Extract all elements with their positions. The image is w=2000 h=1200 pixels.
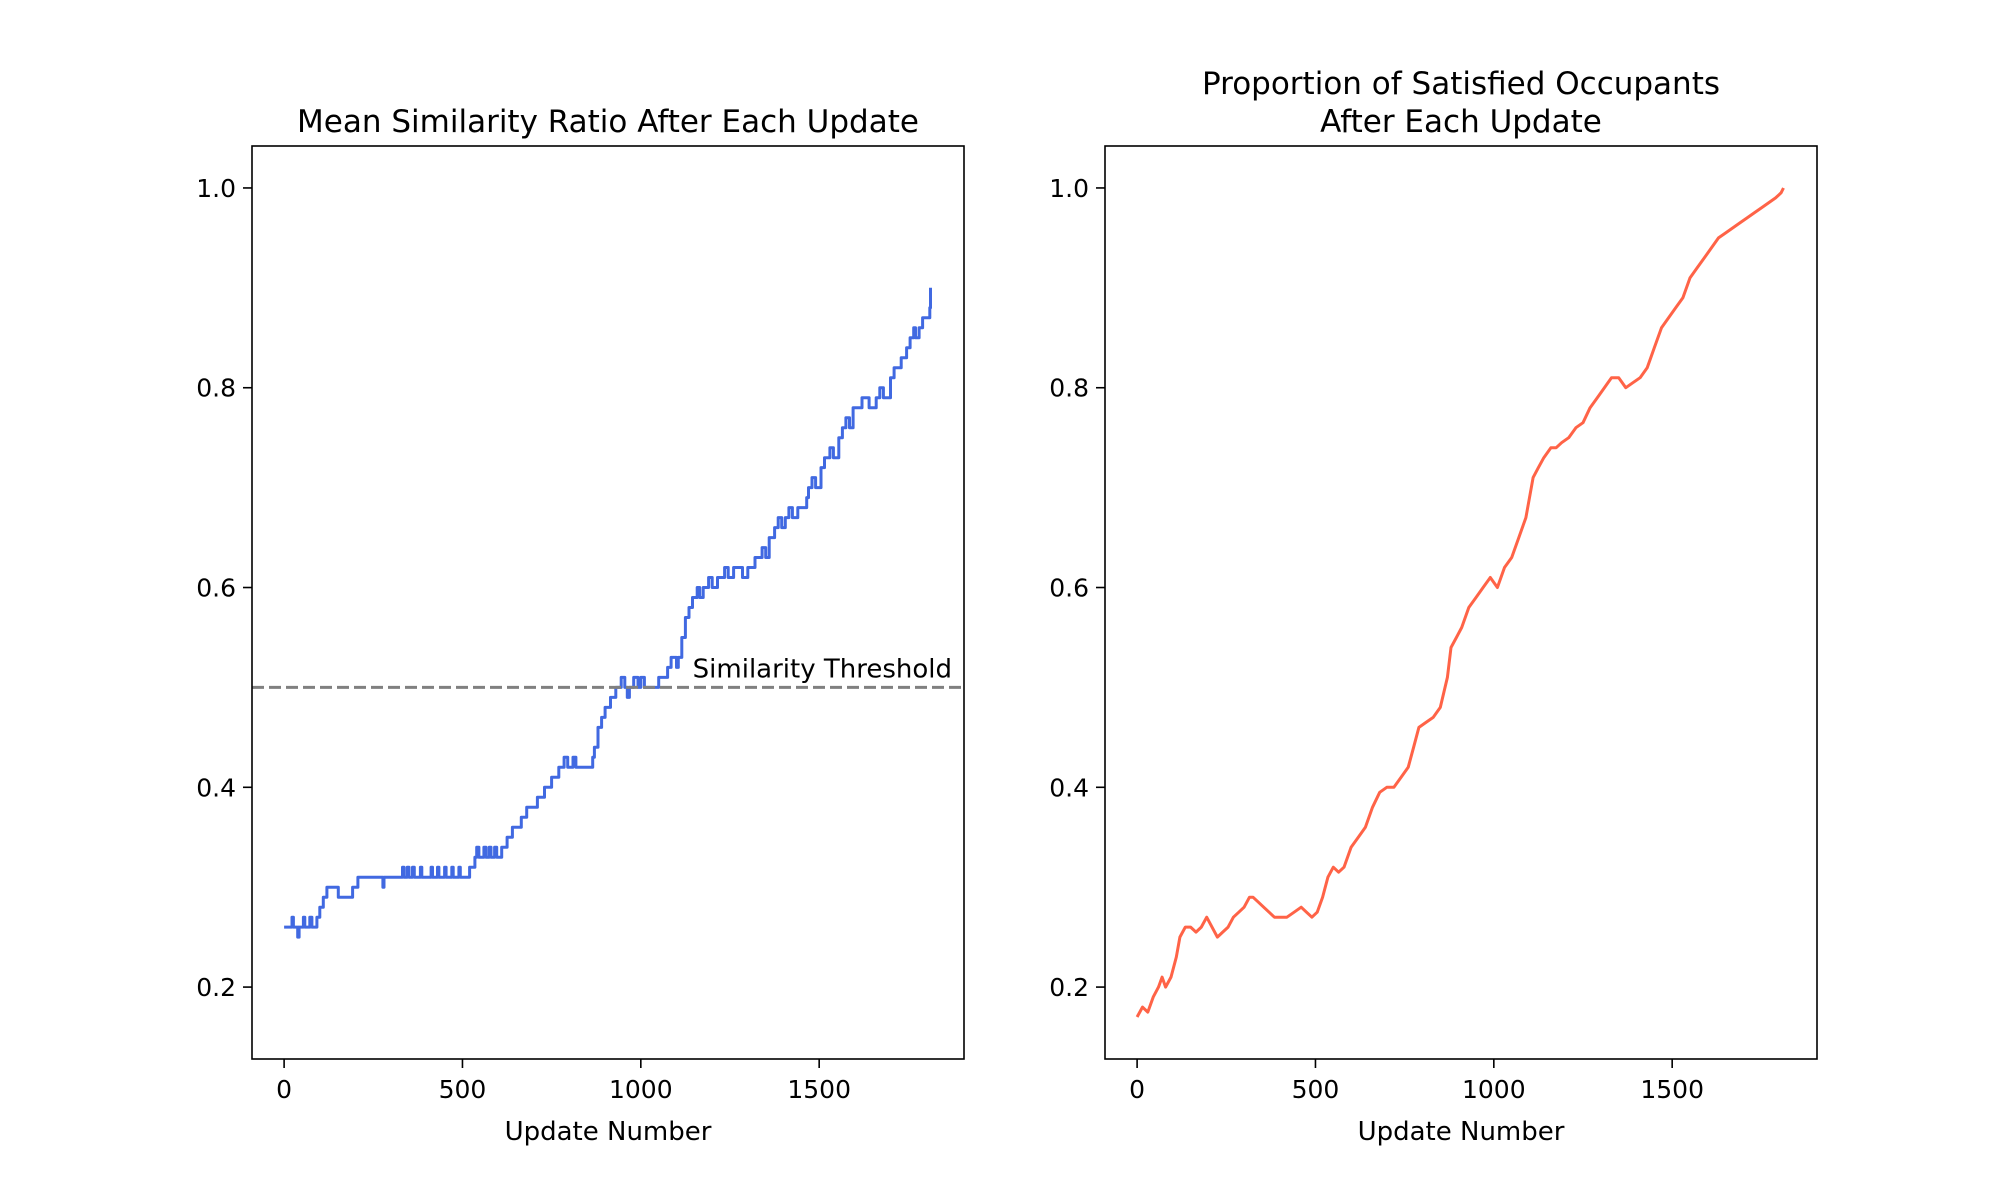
y-tick-label: 0.2 <box>196 973 236 1002</box>
y-tick-label: 0.6 <box>196 574 236 603</box>
x-tick-label: 1500 <box>787 1075 851 1104</box>
y-tick-label: 0.4 <box>196 773 236 802</box>
y-tick-label: 0.2 <box>1049 973 1089 1002</box>
y-tick-label: 0.8 <box>1049 374 1089 403</box>
chart-title: After Each Update <box>1320 104 1602 140</box>
chart-panel-1: Mean Similarity Ratio After Each Update S… <box>196 104 965 1147</box>
x-tick-label: 0 <box>276 1075 292 1104</box>
x-axis-label: Update Number <box>505 1117 712 1147</box>
x-axis-label: Update Number <box>1358 1117 1565 1147</box>
x-tick-label: 500 <box>439 1075 487 1104</box>
x-tick-label: 1000 <box>1462 1075 1526 1104</box>
x-tick-label: 500 <box>1292 1075 1340 1104</box>
chart-title: Mean Similarity Ratio After Each Update <box>297 104 919 140</box>
y-tick-label: 0.8 <box>196 374 236 403</box>
axes-frame <box>251 145 965 1060</box>
chart-title: Proportion of Satisfied Occupants <box>1202 66 1720 102</box>
x-tick-label: 0 <box>1129 1075 1145 1104</box>
y-tick-label: 1.0 <box>196 174 236 203</box>
series-line <box>1135 187 1785 1018</box>
threshold-label: Similarity Threshold <box>693 654 952 684</box>
y-tick-label: 1.0 <box>1049 174 1089 203</box>
axes-frame <box>1104 145 1818 1060</box>
y-tick-label: 0.6 <box>1049 574 1089 603</box>
series-line <box>284 287 932 939</box>
x-tick-label: 1000 <box>609 1075 673 1104</box>
y-tick-label: 0.4 <box>1049 773 1089 802</box>
x-tick-label: 1500 <box>1640 1075 1704 1104</box>
